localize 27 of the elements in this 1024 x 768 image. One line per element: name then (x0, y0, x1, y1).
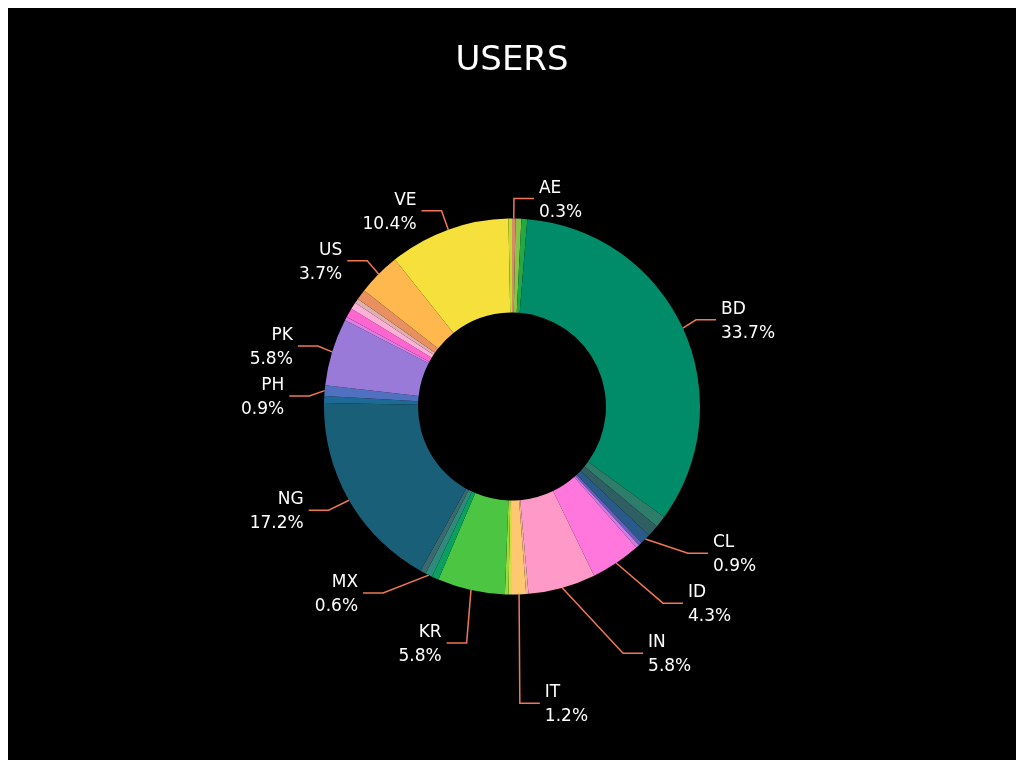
slice-label: PH (261, 374, 285, 395)
data-label: 0.6% (314, 595, 359, 616)
data-label: 1.2% (544, 705, 589, 726)
data-label: 5.8% (398, 645, 442, 666)
chart-title: USERS (455, 38, 569, 78)
slice-label: VE (394, 188, 417, 209)
data-label: 0.9% (241, 398, 285, 419)
data-label: 0.3% (538, 200, 583, 221)
slice-label: IN (648, 631, 666, 652)
slice-label: US (318, 238, 343, 259)
slice-label: CL (712, 531, 735, 552)
slice-label: BD (721, 297, 746, 318)
slice-label: ID (687, 581, 707, 602)
slice-label: KR (418, 621, 442, 642)
data-label: 33.7% (721, 321, 776, 342)
data-label: 4.3% (687, 605, 732, 626)
slice-label: IT (544, 681, 561, 702)
slice-label: PK (271, 324, 294, 345)
data-label: 3.7% (299, 262, 343, 283)
data-label: 10.4% (362, 212, 417, 233)
slice-label: AE (538, 176, 562, 197)
data-label: 5.8% (249, 348, 293, 369)
data-label: 0.9% (712, 555, 757, 576)
slice-label: NG (277, 488, 304, 509)
data-label: 17.2% (249, 512, 304, 533)
data-label: 5.8% (648, 655, 692, 676)
slice-label: MX (331, 571, 359, 592)
